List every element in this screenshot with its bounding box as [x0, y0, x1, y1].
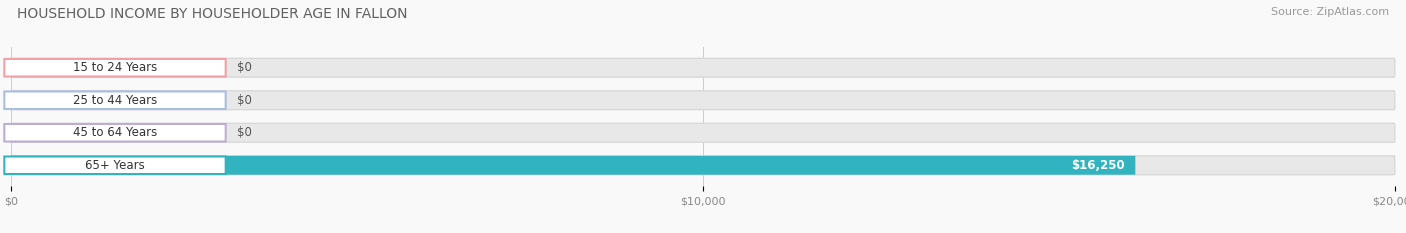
FancyBboxPatch shape [4, 157, 226, 174]
Text: 15 to 24 Years: 15 to 24 Years [73, 61, 157, 74]
FancyBboxPatch shape [11, 123, 129, 142]
Text: $16,250: $16,250 [1070, 159, 1125, 172]
FancyBboxPatch shape [11, 91, 1395, 110]
FancyBboxPatch shape [4, 124, 226, 141]
FancyBboxPatch shape [11, 58, 129, 77]
FancyBboxPatch shape [11, 58, 1395, 77]
Text: Source: ZipAtlas.com: Source: ZipAtlas.com [1271, 7, 1389, 17]
Text: HOUSEHOLD INCOME BY HOUSEHOLDER AGE IN FALLON: HOUSEHOLD INCOME BY HOUSEHOLDER AGE IN F… [17, 7, 408, 21]
FancyBboxPatch shape [11, 156, 1136, 175]
Text: $0: $0 [236, 61, 252, 74]
Text: 45 to 64 Years: 45 to 64 Years [73, 126, 157, 139]
FancyBboxPatch shape [11, 156, 1395, 175]
FancyBboxPatch shape [4, 92, 226, 109]
Text: $0: $0 [236, 126, 252, 139]
Text: 25 to 44 Years: 25 to 44 Years [73, 94, 157, 107]
FancyBboxPatch shape [4, 59, 226, 76]
Text: $0: $0 [236, 94, 252, 107]
Text: 65+ Years: 65+ Years [86, 159, 145, 172]
FancyBboxPatch shape [11, 91, 129, 110]
FancyBboxPatch shape [11, 123, 1395, 142]
